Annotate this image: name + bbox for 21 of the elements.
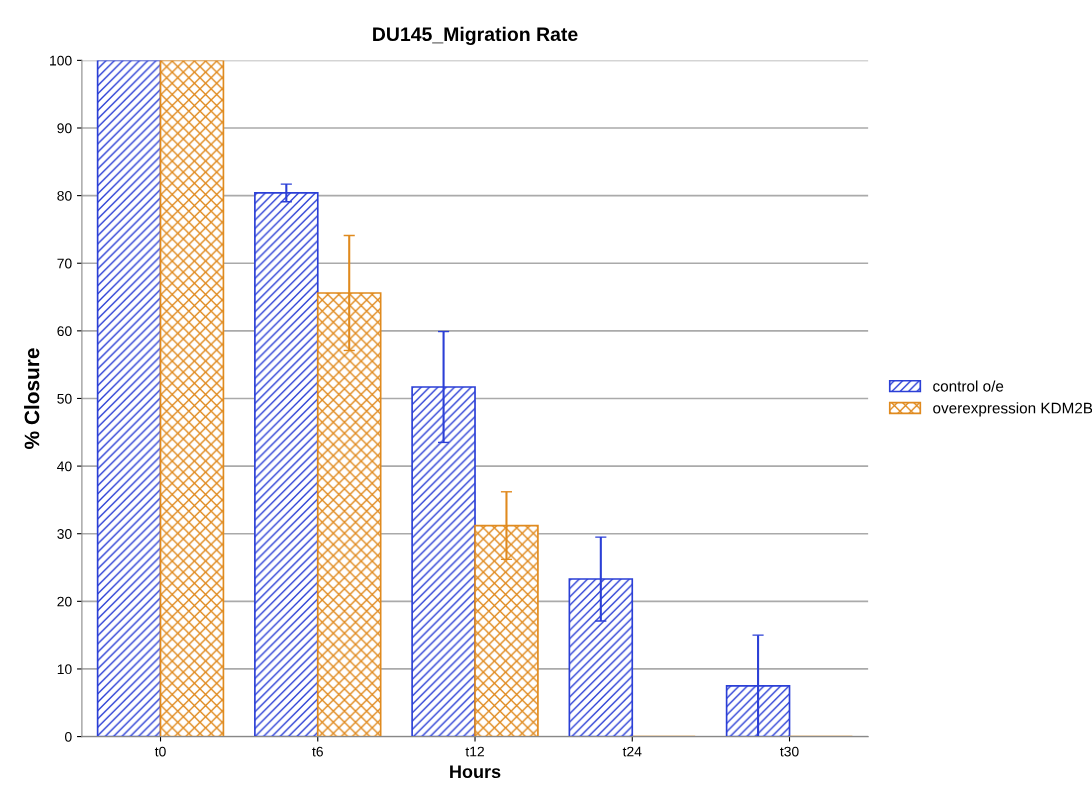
- y-tick-label: 60: [57, 326, 72, 337]
- y-tick-label: 20: [57, 596, 72, 607]
- y-tick-label: 50: [57, 393, 72, 404]
- y-axis-title: % Closure: [24, 348, 40, 449]
- x-axis-title: Hours: [450, 765, 501, 779]
- x-tick-label: t12: [465, 746, 484, 757]
- legend-label: control o/e: [933, 380, 1004, 392]
- legend-label: overexpression KDM2B: [933, 402, 1092, 417]
- y-tick-label: 70: [57, 258, 72, 269]
- chart-title: DU145_Migration Rate: [373, 26, 578, 46]
- y-tick-label: 40: [57, 461, 72, 472]
- y-tick-label: 0: [65, 731, 72, 742]
- y-tick-label: 80: [57, 190, 72, 201]
- y-tick-label: 90: [57, 123, 72, 134]
- y-tick-label: 100: [50, 55, 72, 66]
- y-tick-label: 30: [57, 529, 72, 539]
- x-tick-label: t6: [312, 746, 323, 757]
- x-tick-label: t24: [622, 746, 642, 757]
- y-tick-label: 10: [57, 664, 72, 675]
- x-tick-label: t30: [780, 746, 799, 757]
- x-tick-label: t0: [154, 746, 166, 757]
